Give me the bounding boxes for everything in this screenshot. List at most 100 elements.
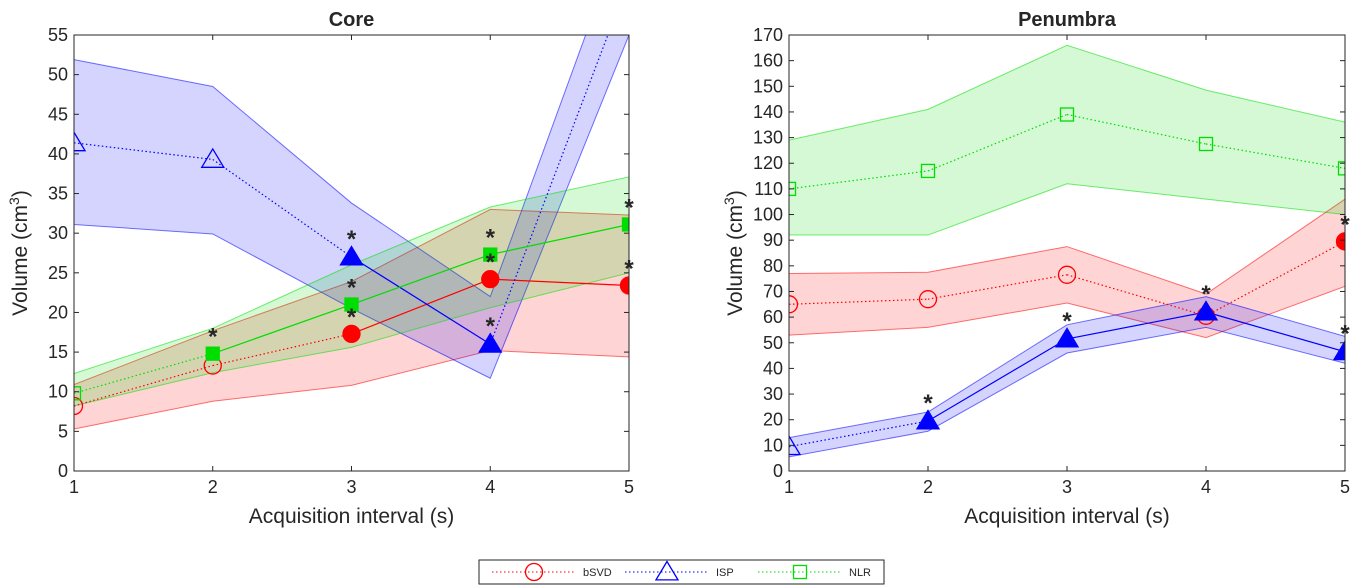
series-line-bsvd	[74, 364, 213, 407]
series-line-isp	[1205, 311, 1345, 353]
data-point-isp	[1332, 339, 1345, 361]
y-tick-label: 60	[763, 307, 783, 327]
y-axis-label-text: Volume (cm	[724, 205, 747, 316]
y-axis-label: Volume (cm3)	[6, 190, 32, 316]
data-point-isp	[1193, 300, 1219, 321]
y-tick-label: 120	[753, 153, 783, 173]
x-axis-label: Acquisition interval (s)	[964, 505, 1169, 528]
data-point-nlr	[1337, 161, 1345, 176]
series-line-isp	[74, 142, 213, 161]
y-tick-label: 80	[763, 256, 783, 276]
series-line-isp	[212, 158, 352, 258]
y-tick-label: 20	[763, 410, 783, 430]
y-tick-label: 140	[753, 102, 783, 122]
y-tick-label: 110	[754, 179, 783, 199]
data-point-nlr	[483, 247, 498, 262]
series-line-bsvd	[351, 278, 491, 335]
series-line-nlr	[212, 303, 352, 355]
data-point-isp	[74, 131, 87, 152]
plot-content	[789, 44, 1345, 458]
data-point-bsvd	[1335, 232, 1345, 251]
data-point-bsvd	[918, 290, 938, 309]
series-line-nlr	[927, 113, 1068, 172]
y-tick-label: 30	[763, 384, 783, 404]
data-point-nlr	[920, 163, 936, 179]
x-tick-label: 1	[784, 477, 794, 497]
series-line-isp	[351, 256, 491, 345]
significance-star: *	[1201, 281, 1211, 308]
x-tick-label: 5	[1340, 477, 1350, 497]
x-tick-label: 3	[1062, 477, 1072, 497]
x-tick-label: 4	[1201, 477, 1211, 497]
plot-content	[74, 35, 629, 430]
data-point-isp	[339, 245, 364, 266]
data-point-bsvd	[74, 396, 84, 416]
data-point-nlr	[621, 217, 629, 232]
legend-label-nlr: NLR	[849, 567, 871, 579]
y-tick-label: 55	[48, 25, 68, 45]
significance-star: *	[486, 225, 496, 252]
core-chart-panel: ** *******1 2 3 4 50510152025303540455055Core…	[6, 9, 634, 528]
significance-star: *	[923, 390, 933, 417]
series-line-nlr	[351, 254, 491, 306]
y-tick-label: 50	[48, 65, 68, 85]
chart-title: Core	[329, 9, 375, 31]
x-tick-label: 2	[923, 477, 933, 497]
penumbra-chart-panel: *****1 2 3 4 5010203040506070809010011012013…	[721, 9, 1350, 528]
y-tick-label: 35	[48, 184, 68, 204]
chart-title: Penumbra	[1018, 9, 1117, 31]
series-line-isp	[1066, 311, 1207, 340]
data-point-bsvd	[789, 295, 799, 314]
y-tick-label: 170	[753, 25, 783, 45]
y-tick-label: 0	[773, 461, 783, 481]
y-tick-label: 5	[58, 421, 68, 441]
y-tick-label: 20	[48, 302, 68, 322]
data-point-nlr	[1198, 136, 1214, 152]
data-point-bsvd	[342, 324, 361, 344]
significance-star: *	[486, 313, 496, 340]
x-tick-label: 5	[624, 477, 634, 497]
significance-star: *	[347, 226, 357, 253]
series-line-bsvd	[490, 278, 629, 287]
y-tick-label: 70	[763, 281, 783, 301]
series-line-isp	[489, 35, 609, 345]
x-tick-label: 2	[208, 477, 218, 497]
y-tick-label: 10	[763, 435, 783, 455]
band-isp	[74, 35, 629, 379]
y-axis-label-end: )	[9, 190, 32, 197]
y-axis-label-text: Volume (cm	[9, 205, 32, 316]
significance-star: *	[347, 304, 357, 331]
y-tick-label: 150	[753, 76, 783, 96]
x-axis-label: Acquisition interval (s)	[249, 505, 454, 528]
significance-star: *	[486, 249, 496, 276]
series-line-nlr	[490, 223, 629, 256]
legend: bSVD ISP NLR	[478, 559, 885, 585]
y-tick-label: 15	[48, 342, 68, 362]
y-tick-label: 50	[763, 333, 783, 353]
y-tick-label: 40	[763, 358, 783, 378]
x-tick-label: 1	[69, 477, 79, 497]
series-line-bsvd	[1066, 274, 1207, 317]
data-point-nlr	[789, 181, 797, 197]
data-point-nlr	[1059, 107, 1075, 122]
data-point-isp	[915, 409, 941, 430]
y-tick-label: 100	[753, 205, 783, 225]
data-point-nlr	[205, 346, 220, 361]
y-tick-label: 10	[48, 382, 68, 402]
y-axis-label: Volume (cm3)	[721, 190, 747, 316]
data-point-isp	[478, 332, 503, 353]
series-line-nlr	[789, 170, 929, 190]
data-point-bsvd	[481, 270, 500, 289]
y-tick-label: 130	[753, 128, 783, 148]
y-tick-label: 30	[48, 223, 68, 243]
x-tick-label: 3	[346, 477, 356, 497]
y-tick-label: 45	[48, 104, 68, 124]
y-tick-label: 0	[58, 461, 68, 481]
significance-star: *	[347, 275, 357, 302]
y-tick-label: 25	[48, 263, 68, 283]
significance-star: *	[1062, 308, 1072, 335]
y-axis-label-end: )	[724, 190, 747, 197]
data-point-isp	[200, 147, 225, 168]
legend-label-bsvd: bSVD	[583, 567, 612, 579]
